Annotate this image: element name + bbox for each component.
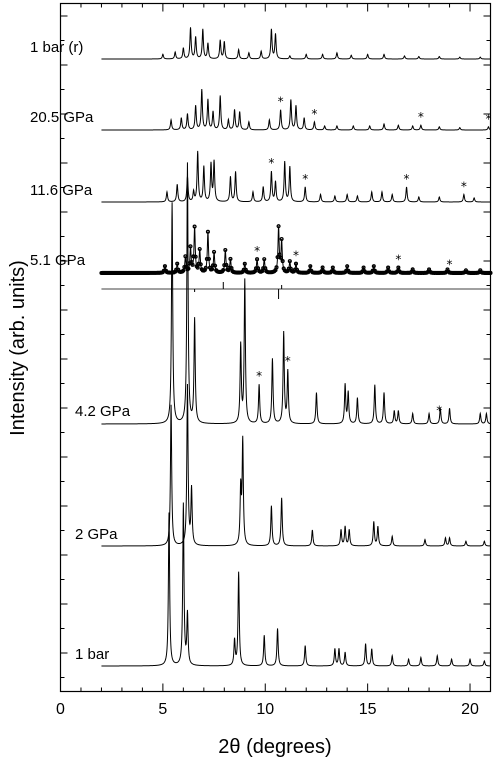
x-tick-label: 15 bbox=[359, 701, 377, 718]
asterisk-markers: * * * * * * * * * * * * * * * bbox=[254, 95, 491, 418]
asterisk-marker: * bbox=[395, 253, 401, 267]
plot-frame bbox=[59, 2, 492, 693]
pattern-line bbox=[101, 384, 491, 547]
asterisk-marker: * bbox=[447, 258, 453, 272]
asterisk-marker: * bbox=[302, 172, 308, 186]
pressure-label: 1 bar bbox=[75, 646, 109, 663]
pattern-line bbox=[101, 150, 491, 203]
x-tick-label: 10 bbox=[256, 701, 274, 718]
pattern-line bbox=[101, 89, 491, 131]
x-tick-labels: 0 5 10 15 20 bbox=[56, 701, 479, 718]
pressure-label: 5.1 GPa bbox=[30, 252, 86, 269]
asterisk-marker: * bbox=[436, 404, 442, 418]
x-tick-label: 20 bbox=[461, 701, 479, 718]
asterisk-marker: * bbox=[268, 156, 274, 170]
pressure-label: 2 GPa bbox=[75, 526, 118, 543]
asterisk-marker: * bbox=[404, 172, 410, 186]
asterisk-marker: * bbox=[256, 369, 262, 383]
y-axis-title: Intensity (arb. units) bbox=[7, 260, 29, 436]
pressure-label: 11.6 GPa bbox=[30, 182, 93, 199]
pressure-label: 4.2 GPa bbox=[75, 403, 131, 420]
x-axis-title: 2θ (degrees) bbox=[218, 736, 331, 758]
asterisk-marker: * bbox=[418, 110, 424, 124]
pressure-labels: 1 bar (r) 20.5 GPa 11.6 GPa 5.1 GPa 4.2 GPa 2… bbox=[30, 39, 131, 663]
pressure-label: 20.5 GPa bbox=[30, 109, 94, 126]
pressure-label: 1 bar (r) bbox=[30, 39, 83, 56]
asterisk-marker: * bbox=[485, 112, 491, 126]
x-tick-label: 5 bbox=[158, 701, 167, 718]
observed-points bbox=[99, 224, 493, 275]
asterisk-marker: * bbox=[285, 354, 291, 368]
asterisk-marker: * bbox=[278, 95, 284, 109]
axis-ticks bbox=[60, 3, 491, 692]
asterisk-marker: * bbox=[311, 107, 317, 121]
asterisk-marker: * bbox=[254, 244, 260, 258]
diffraction-patterns bbox=[99, 27, 493, 667]
asterisk-marker: * bbox=[293, 249, 299, 263]
pattern-line bbox=[101, 502, 491, 667]
x-tick-label: 0 bbox=[56, 701, 65, 718]
pattern-line bbox=[101, 27, 491, 60]
pattern-line bbox=[101, 162, 491, 425]
asterisk-marker: * bbox=[461, 179, 467, 193]
